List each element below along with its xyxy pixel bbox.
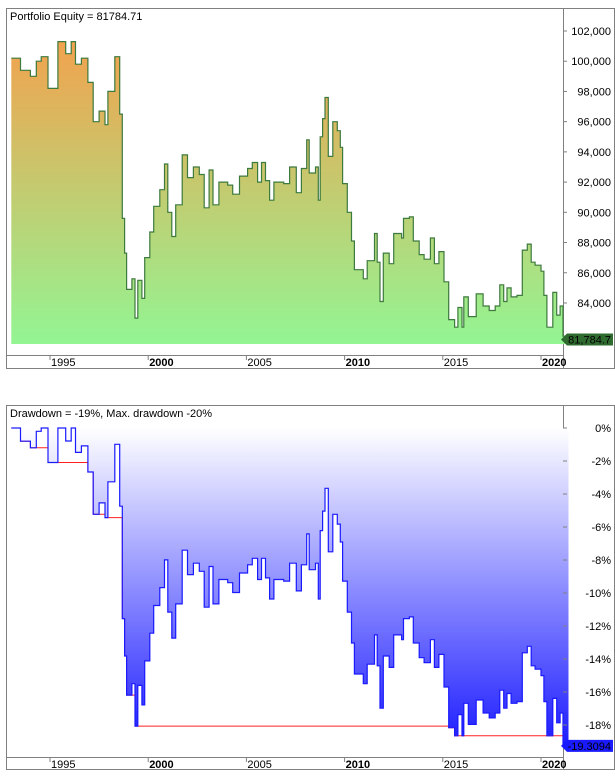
equity-ytick-label: 100,000 xyxy=(571,56,611,68)
drawdown-ytick-label: 0% xyxy=(595,423,611,435)
drawdown-xtick-label: 2000 xyxy=(149,759,173,771)
equity-ytick-label: 96,000 xyxy=(577,117,611,129)
equity-xtick-label: 1995 xyxy=(51,357,75,369)
equity-xtick-label: 2010 xyxy=(346,357,370,369)
drawdown-xtick-label: 2015 xyxy=(444,759,468,771)
equity-area xyxy=(11,41,569,344)
drawdown-last-value-label: -19.3094 xyxy=(568,741,611,753)
drawdown-panel: 0% -2% -4% -6% -8% -10% -12% -14% -16% -18% 1995 20… xyxy=(6,405,615,771)
drawdown-ytick-label: -18% xyxy=(585,720,611,732)
drawdown-ytick-label: -10% xyxy=(585,588,611,600)
drawdown-ytick-label: -8% xyxy=(591,555,611,567)
equity-ytick-label: 86,000 xyxy=(577,268,611,280)
equity-xtick-label: 2000 xyxy=(149,357,173,369)
max-drawdown-line xyxy=(11,427,569,747)
drawdown-xtick-label: 1995 xyxy=(51,759,75,771)
equity-ytick-label: 94,000 xyxy=(577,147,611,159)
drawdown-xtick-label: 2005 xyxy=(247,759,271,771)
equity-ytick-label: 84,000 xyxy=(577,298,611,310)
equity-ytick-label: 98,000 xyxy=(577,86,611,98)
drawdown-ytick-label: -14% xyxy=(585,654,611,666)
equity-last-value-label: 81,784.7 xyxy=(568,334,611,346)
equity-ytick-label: 92,000 xyxy=(577,177,611,189)
drawdown-title: Drawdown = -19%, Max. drawdown -20% xyxy=(10,408,212,420)
drawdown-xtick-label: 2020 xyxy=(542,759,566,771)
equity-xtick-label: 2005 xyxy=(247,357,271,369)
drawdown-ytick-label: -6% xyxy=(591,522,611,534)
equity-ytick-label: 90,000 xyxy=(577,207,611,219)
drawdown-last-value-badge xyxy=(561,739,613,752)
equity-ytick-label: 88,000 xyxy=(577,238,611,250)
equity-xtick-label: 2015 xyxy=(444,357,468,369)
drawdown-ytick-label: -12% xyxy=(585,621,611,633)
drawdown-xtick-label: 2010 xyxy=(346,759,370,771)
drawdown-ytick-label: -4% xyxy=(591,489,611,501)
equity-panel: 84,000 86,000 88,000 90,000 92,000 94,000 96,0… xyxy=(6,8,615,369)
drawdown-ytick-label: -2% xyxy=(591,456,611,468)
equity-last-value-badge xyxy=(561,333,613,346)
equity-xtick-label: 2020 xyxy=(542,357,566,369)
equity-title: Portfolio Equity = 81784.71 xyxy=(10,11,142,23)
drawdown-line xyxy=(11,427,569,747)
equity-line xyxy=(11,41,569,338)
drawdown-area xyxy=(11,428,569,746)
equity-ytick-label: 102,000 xyxy=(571,26,611,38)
drawdown-ytick-label: -16% xyxy=(585,687,611,699)
